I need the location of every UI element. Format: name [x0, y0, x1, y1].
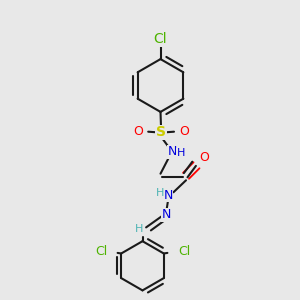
Text: N: N [162, 208, 171, 221]
Text: Cl: Cl [95, 244, 107, 258]
Text: N: N [163, 189, 173, 202]
Text: O: O [199, 151, 209, 164]
Text: H: H [156, 188, 165, 198]
Text: H: H [135, 224, 143, 234]
Text: N: N [168, 145, 177, 158]
Text: H: H [177, 148, 185, 158]
Text: Cl: Cl [178, 244, 190, 258]
Text: O: O [179, 125, 189, 138]
Text: O: O [133, 125, 143, 138]
Text: Cl: Cl [154, 32, 167, 46]
Text: S: S [156, 125, 166, 139]
